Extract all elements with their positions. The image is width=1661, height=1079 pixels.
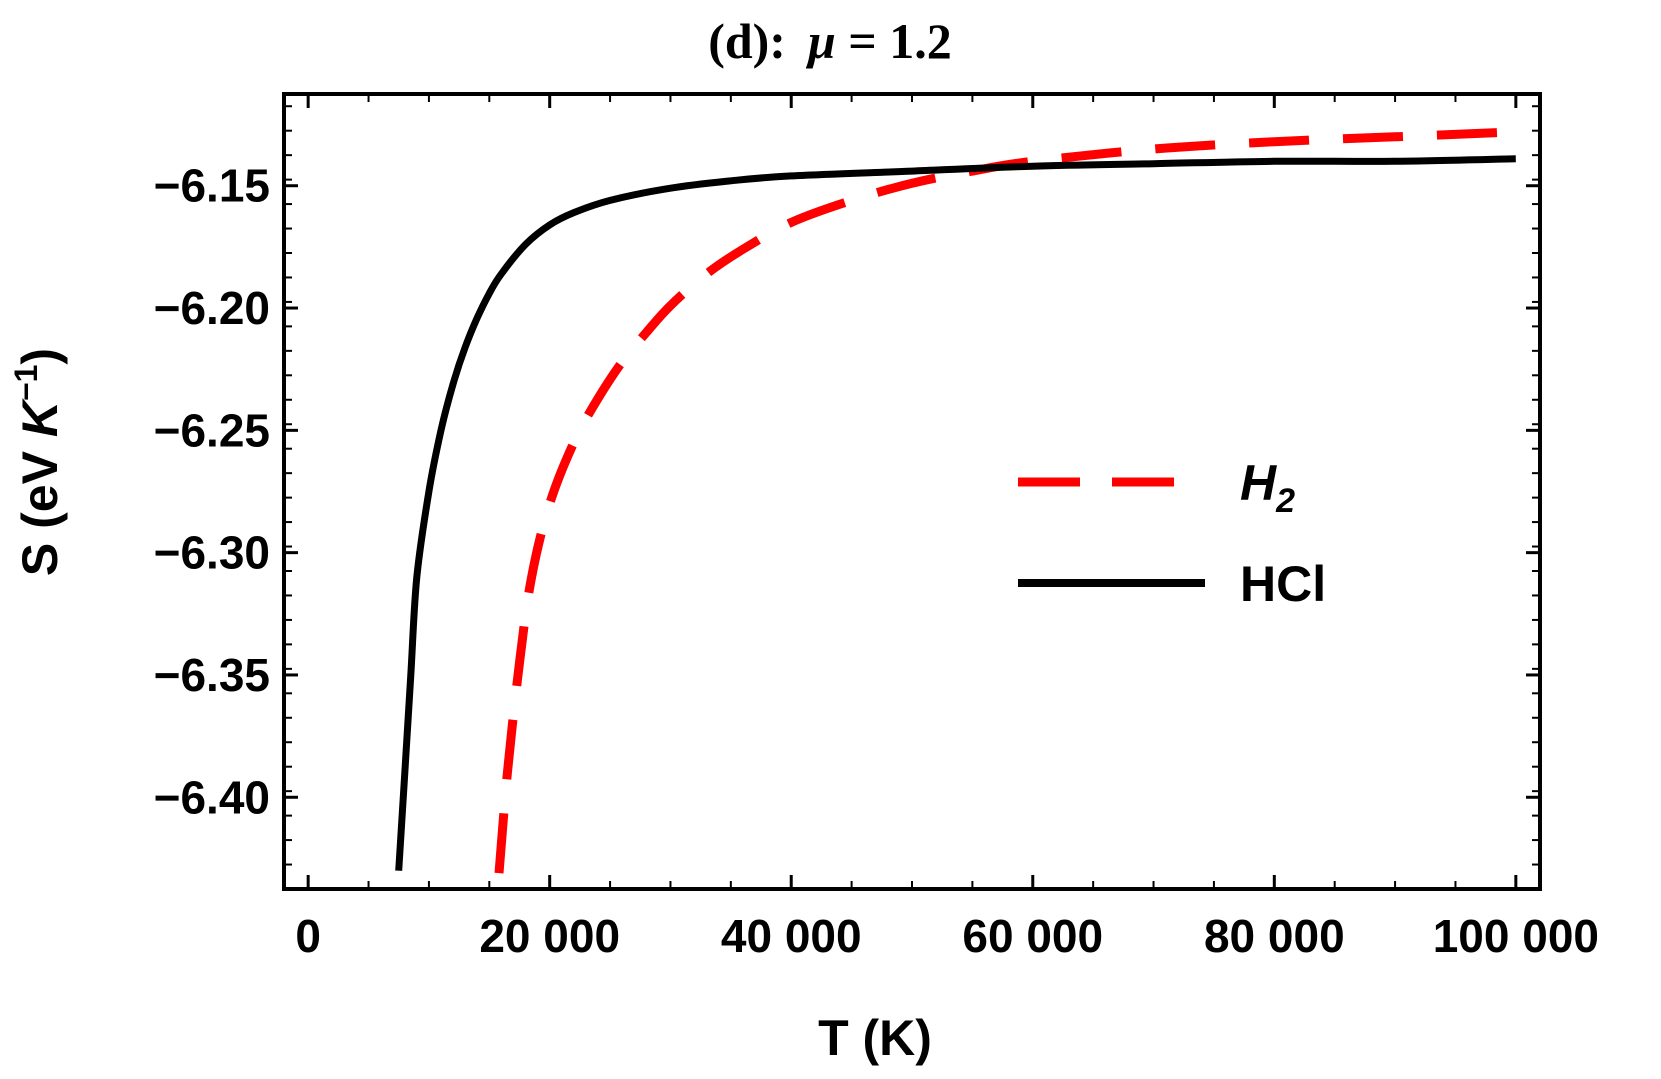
y-tick-label: −6.30 — [154, 527, 270, 579]
y-tick-label: −6.40 — [154, 771, 270, 823]
legend: H2 HCl — [1018, 455, 1326, 612]
y-axis-label-exponent: −1 — [8, 365, 44, 401]
x-tick-label: 0 — [295, 910, 321, 962]
svg-text:(d):μ = 1.2: (d): μ = 1.2 — [708, 13, 952, 69]
y-axis-label-unit: K — [12, 397, 68, 437]
series-line-hcl — [395, 155, 1516, 871]
x-tick-label: 40 000 — [721, 910, 862, 962]
legend-label-h2-sub: 2 — [1275, 482, 1295, 520]
x-tick-label: 60 000 — [962, 910, 1103, 962]
x-tick-labels: 0 20 000 40 000 60 000 80 000 100 000 — [295, 910, 1599, 962]
legend-label-h2: H2 — [1240, 455, 1295, 520]
legend-label-hcl: HCl — [1240, 556, 1326, 612]
legend-label-h2-name: H — [1240, 455, 1277, 511]
series-line-h2 — [494, 127, 1516, 874]
y-axis-label-suffix: ) — [12, 348, 68, 365]
x-tick-label: 100 000 — [1433, 910, 1599, 962]
chart-title: (d): μ = 1.2 — [708, 13, 952, 69]
y-axis-label-prefix: S (eV — [12, 437, 68, 576]
chart-title-prefix: (d): — [708, 13, 786, 69]
y-tick-label: −6.15 — [154, 160, 270, 212]
y-tick-label: −6.25 — [154, 404, 270, 456]
series-layer — [395, 127, 1516, 874]
x-axis-label: T (K) — [818, 1010, 932, 1066]
y-tick-labels: −6.15 −6.20 −6.25 −6.30 −6.35 −6.40 — [154, 160, 270, 824]
axis-ticks — [284, 94, 1540, 890]
y-tick-label: −6.20 — [154, 282, 270, 334]
x-tick-label: 80 000 — [1204, 910, 1345, 962]
y-axis-label: S (eV K−1) — [8, 348, 68, 576]
y-tick-label: −6.35 — [154, 649, 270, 701]
chart-title-symbol: μ — [805, 13, 836, 69]
plot-frame — [282, 92, 1542, 891]
svg-text:S (eV K−1): S (eV K−1) — [8, 348, 68, 576]
chart-title-rest: = 1.2 — [836, 13, 952, 69]
x-tick-label: 20 000 — [479, 910, 620, 962]
